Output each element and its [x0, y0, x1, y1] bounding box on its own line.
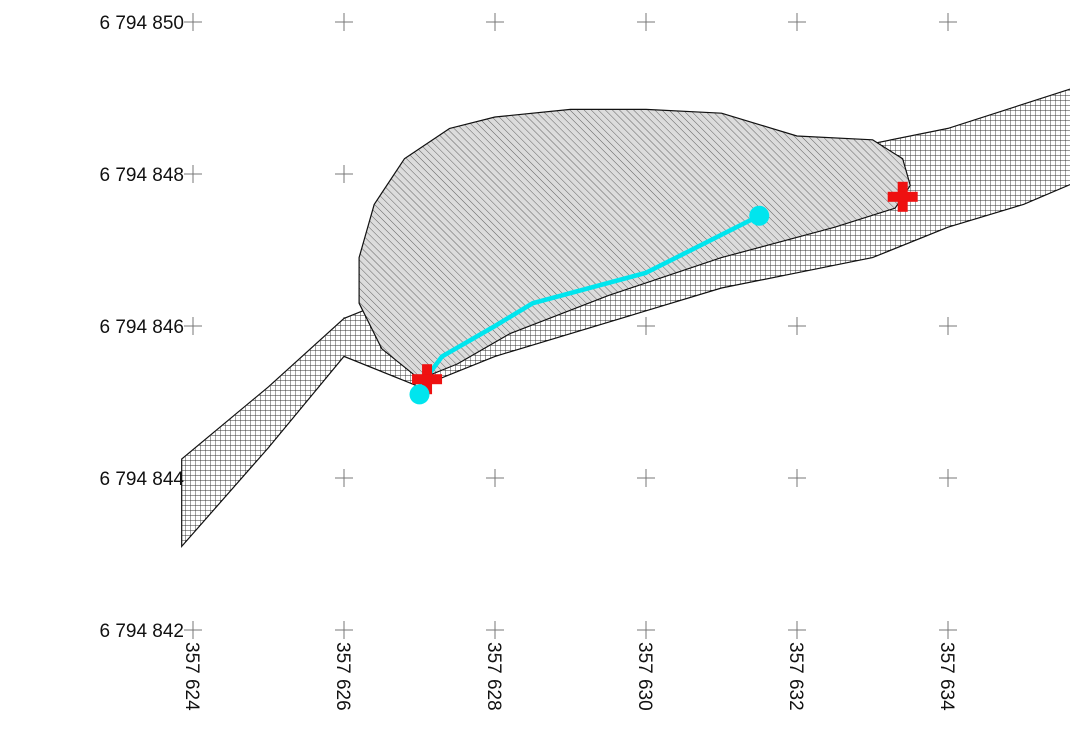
grid-cross [788, 13, 806, 31]
grid-cross [939, 469, 957, 487]
x-axis-labels: 357 624 357 626 357 628 357 630 357 632 357 6… [181, 642, 957, 711]
grid-cross [486, 469, 504, 487]
y-tick-label: 6 794 850 [99, 13, 184, 34]
x-tick-label: 357 634 [936, 642, 957, 711]
red-cross-marker-1[interactable] [412, 364, 443, 395]
grid-cross [486, 13, 504, 31]
grid-cross [335, 621, 353, 639]
grid-cross [184, 621, 202, 639]
x-tick-label: 357 624 [181, 642, 202, 711]
grid-cross [637, 317, 655, 335]
grid-cross [788, 317, 806, 335]
grid-cross [637, 13, 655, 31]
y-tick-label: 6 794 842 [99, 621, 184, 642]
track-end-point[interactable] [749, 205, 770, 226]
grid-cross [637, 469, 655, 487]
grid-cross [939, 317, 957, 335]
hatched-area-polygon[interactable] [358, 108, 911, 380]
grid-cross [788, 469, 806, 487]
track-line[interactable] [417, 213, 762, 390]
track-start-point[interactable] [409, 384, 430, 405]
y-tick-label: 6 794 848 [99, 165, 184, 186]
grid-cross [184, 165, 202, 183]
map-features [181, 88, 1070, 548]
grid-cross [184, 13, 202, 31]
grid-cross [788, 621, 806, 639]
grid-cross [184, 317, 202, 335]
x-tick-label: 357 628 [483, 642, 504, 711]
x-tick-label: 357 626 [332, 642, 353, 711]
x-tick-label: 357 632 [785, 642, 806, 711]
y-tick-label: 6 794 844 [99, 469, 184, 490]
grid-cross [486, 621, 504, 639]
red-cross-marker-2[interactable] [887, 181, 918, 212]
y-tick-label: 6 794 846 [99, 317, 184, 338]
grid-cross [335, 13, 353, 31]
grid-cross [939, 13, 957, 31]
grid-cross [335, 165, 353, 183]
grid-cross [335, 469, 353, 487]
y-axis-labels: 6 794 850 6 794 848 6 794 846 6 794 844 6 79… [99, 13, 184, 642]
x-tick-label: 357 630 [634, 642, 655, 711]
grid-cross [637, 621, 655, 639]
grid-cross [939, 621, 957, 639]
